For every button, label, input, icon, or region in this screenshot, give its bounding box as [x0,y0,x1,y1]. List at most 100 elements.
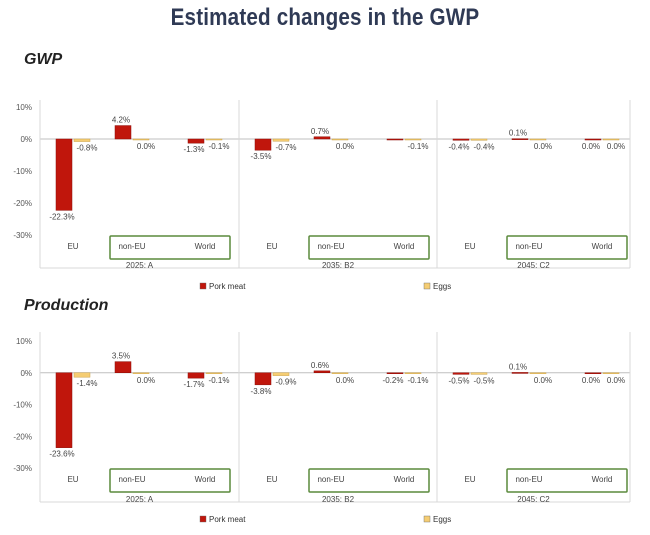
category-frame [308,235,430,260]
data-label: -0.2% [383,376,404,385]
category-frame [109,468,231,493]
group-label: 2045: C2 [517,261,550,270]
category-label: non-EU [515,475,542,484]
data-label: -3.8% [251,387,272,396]
category-label: World [394,475,415,484]
data-label: -0.4% [449,142,470,151]
category-label: EU [67,242,78,251]
y-tick-label: -30% [13,464,32,473]
group-label: 2035: B2 [322,261,355,270]
y-tick-label: 0% [20,369,32,378]
group-label: 2045: C2 [517,495,550,504]
eggs-bar [132,138,150,141]
y-tick-label: -10% [13,401,32,410]
data-label: 0.6% [311,361,329,370]
category-label: World [592,242,613,251]
y-tick-label: -20% [13,199,32,208]
category-label: non-EU [317,242,344,251]
data-label: 0.7% [311,127,329,136]
eggs-bar [404,372,422,374]
eggs-bar [602,138,620,141]
group-label: 2025: A [126,261,154,270]
eggs-bar [73,138,91,142]
data-label: 0.0% [607,142,625,151]
eggs-bar [529,138,547,141]
group-label: 2035: B2 [322,495,355,504]
pork-bar [452,138,470,141]
y-tick-label: -10% [13,167,32,176]
eggs-bar [132,372,150,374]
data-label: -3.5% [251,152,272,161]
category-label: non-EU [317,475,344,484]
data-label: 0.0% [534,142,552,151]
category-label: EU [464,475,475,484]
data-label: -0.5% [449,376,470,385]
section-title: GWP [24,51,63,68]
eggs-bar [205,138,223,141]
eggs-bar [602,372,620,374]
y-tick-label: -20% [13,432,32,441]
data-label: -1.3% [184,145,205,154]
pork-bar [386,372,404,374]
data-label: -0.1% [209,142,230,151]
category-frame [109,235,231,260]
y-tick-label: -30% [13,231,32,240]
data-label: 0.0% [582,142,600,151]
data-label: -0.1% [408,376,429,385]
pork-bar [511,372,529,374]
eggs-bar [470,138,488,141]
category-label: non-EU [118,242,145,251]
data-label: 3.5% [112,352,130,361]
pork-bar [313,136,331,140]
data-label: -1.4% [77,379,98,388]
eggs-bar [331,372,349,374]
y-tick-label: 10% [16,337,32,346]
data-label: 0.0% [336,376,354,385]
section-title: Production [24,297,109,314]
category-label: non-EU [118,475,145,484]
data-label: 0.0% [137,142,155,151]
legend-swatch-pork [199,282,207,290]
pork-bar [584,138,602,141]
category-frame [506,235,628,260]
eggs-bar [205,372,223,374]
pork-bar [55,138,73,211]
pork-bar [511,138,529,140]
pork-bar [55,372,73,448]
data-label: 0.0% [582,376,600,385]
legend-label: Eggs [433,515,451,524]
data-label: -0.7% [276,143,297,152]
pork-bar [187,372,205,379]
data-label: 4.2% [112,116,130,125]
category-label: EU [266,242,277,251]
y-tick-label: 0% [20,135,32,144]
data-label: -0.9% [276,378,297,387]
legend-swatch-eggs [423,282,431,290]
eggs-bar [272,372,290,376]
pork-bar [114,125,132,140]
legend-swatch-eggs [423,515,431,523]
category-label: EU [266,475,277,484]
pork-bar [313,370,331,374]
category-label: World [592,475,613,484]
eggs-bar [331,138,349,141]
page-title: Estimated changes in the GWP [170,4,480,31]
category-label: EU [464,242,475,251]
pork-bar [114,361,132,374]
legend-label: Eggs [433,282,451,291]
pork-bar [584,372,602,374]
data-label: -23.6% [49,450,74,459]
eggs-bar [404,138,422,141]
data-label: 0.0% [137,376,155,385]
legend-label: Pork meat [209,282,246,291]
category-label: World [195,242,216,251]
data-label: -1.7% [184,380,205,389]
pork-bar [452,372,470,375]
legend-label: Pork meat [209,515,246,524]
data-label: -0.4% [474,142,495,151]
eggs-bar [529,372,547,374]
group-label: 2025: A [126,495,154,504]
category-frame [506,468,628,493]
data-label: -0.1% [408,142,429,151]
category-label: World [195,475,216,484]
